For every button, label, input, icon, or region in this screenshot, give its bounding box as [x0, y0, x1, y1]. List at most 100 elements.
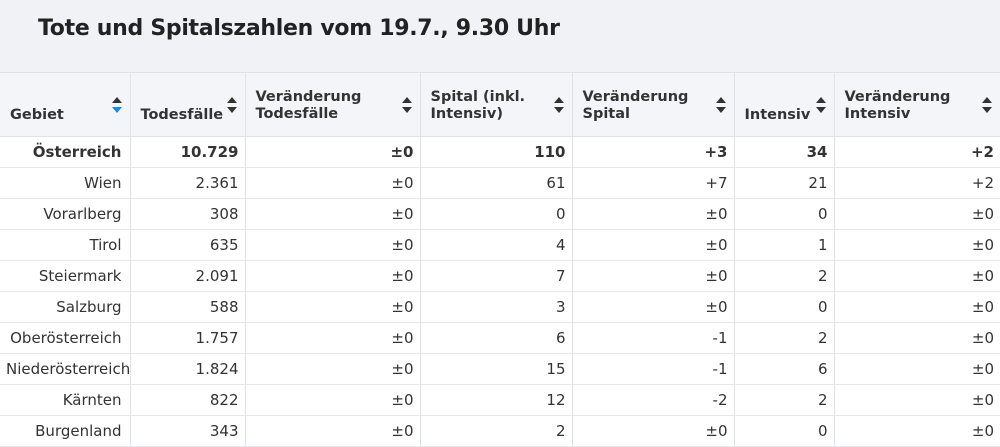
- table-cell-veraenderung-intensiv: ±0: [833, 229, 1000, 261]
- table-cell-gebiet: Salzburg: [0, 291, 130, 323]
- table-cell-veraenderung-intensiv: ±0: [833, 260, 1000, 292]
- table-cell-todesfaelle: 308: [129, 198, 245, 230]
- sort-arrows-icon[interactable]: [982, 96, 992, 114]
- table-cell-veraenderung-intensiv: ±0: [833, 384, 1000, 416]
- table-cell-spital: 7: [419, 260, 572, 292]
- column-header-gebiet[interactable]: Gebiet: [0, 72, 130, 137]
- table-cell-veraenderung-todesfaelle: ±0: [244, 198, 420, 230]
- table-cell-veraenderung-todesfaelle: ±0: [244, 322, 420, 354]
- table-cell-intensiv: 0: [733, 291, 834, 323]
- table-body: Österreich 10.729 ±0 110 +3 34 +2 Wien 2.361 ±0 61…: [0, 136, 1000, 447]
- table-cell-spital: 3: [419, 291, 572, 323]
- table-row: Vorarlberg 308 ±0 0 ±0 0 ±0: [0, 198, 1000, 230]
- table-row: Tirol 635 ±0 4 ±0 1 ±0: [0, 229, 1000, 261]
- title-bar: Tote und Spitalszahlen vom 19.7., 9.30 U…: [0, 0, 1000, 72]
- table-cell-veraenderung-todesfaelle: ±0: [244, 229, 420, 261]
- table-cell-veraenderung-intensiv: ±0: [833, 353, 1000, 385]
- table-cell-veraenderung-todesfaelle: ±0: [244, 384, 420, 416]
- table-cell-veraenderung-todesfaelle: ±0: [244, 291, 420, 323]
- column-header-label-line2: Spital: [582, 106, 630, 122]
- table-cell-spital: 61: [419, 167, 572, 199]
- table-cell-todesfaelle: 2.361: [129, 167, 245, 199]
- table-cell-veraenderung-spital: ±0: [571, 229, 734, 261]
- table-cell-intensiv: 21: [733, 167, 834, 199]
- table-cell-veraenderung-todesfaelle: ±0: [244, 415, 420, 447]
- column-header-label-line2: Todesfälle: [255, 106, 339, 122]
- table-cell-veraenderung-intensiv: ±0: [833, 322, 1000, 354]
- column-header-veraenderung-spital[interactable]: Veränderung Spital: [571, 72, 734, 137]
- table-cell-spital: 110: [419, 136, 572, 168]
- table-cell-veraenderung-spital: -1: [571, 322, 734, 354]
- table-cell-veraenderung-spital: +3: [571, 136, 734, 168]
- table-cell-veraenderung-todesfaelle: ±0: [244, 167, 420, 199]
- table-cell-todesfaelle: 822: [129, 384, 245, 416]
- table-cell-todesfaelle: 588: [129, 291, 245, 323]
- table-cell-veraenderung-spital: ±0: [571, 415, 734, 447]
- table-cell-spital: 6: [419, 322, 572, 354]
- column-header-label: Gebiet: [10, 107, 64, 123]
- table-cell-veraenderung-intensiv: ±0: [833, 291, 1000, 323]
- data-table: Gebiet Todesfälle Veränderung Todesfälle Spi…: [0, 72, 1000, 447]
- table-cell-intensiv: 2: [733, 260, 834, 292]
- table-cell-intensiv: 6: [733, 353, 834, 385]
- table-cell-spital: 2: [419, 415, 572, 447]
- table-cell-intensiv: 34: [733, 136, 834, 168]
- table-header-row: Gebiet Todesfälle Veränderung Todesfälle Spi…: [0, 72, 1000, 137]
- table-row: Österreich 10.729 ±0 110 +3 34 +2: [0, 136, 1000, 168]
- table-cell-veraenderung-todesfaelle: ±0: [244, 353, 420, 385]
- table-cell-veraenderung-spital: -1: [571, 353, 734, 385]
- table-cell-intensiv: 1: [733, 229, 834, 261]
- column-header-label: Todesfälle: [140, 107, 224, 123]
- table-cell-spital: 0: [419, 198, 572, 230]
- table-cell-gebiet: Vorarlberg: [0, 198, 130, 230]
- table-cell-gebiet: Österreich: [0, 136, 130, 168]
- sort-arrows-icon[interactable]: [715, 96, 726, 114]
- table-cell-veraenderung-todesfaelle: ±0: [244, 260, 420, 292]
- table-cell-veraenderung-spital: -2: [571, 384, 734, 416]
- sort-arrows-icon[interactable]: [553, 96, 564, 114]
- table-cell-todesfaelle: 2.091: [129, 260, 245, 292]
- table-cell-spital: 4: [419, 229, 572, 261]
- table-row: Steiermark 2.091 ±0 7 ±0 2 ±0: [0, 260, 1000, 292]
- table-cell-intensiv: 2: [733, 322, 834, 354]
- table-cell-veraenderung-intensiv: +2: [833, 167, 1000, 199]
- sort-arrows-icon[interactable]: [815, 96, 826, 114]
- table-cell-spital: 15: [419, 353, 572, 385]
- column-header-label: Veränderung: [844, 89, 951, 105]
- table-cell-intensiv: 2: [733, 384, 834, 416]
- table-cell-veraenderung-intensiv: ±0: [833, 415, 1000, 447]
- table-row: Salzburg 588 ±0 3 ±0 0 ±0: [0, 291, 1000, 323]
- column-header-veraenderung-todesfaelle[interactable]: Veränderung Todesfälle: [244, 72, 420, 137]
- sort-arrows-icon[interactable]: [401, 96, 412, 114]
- table-cell-intensiv: 0: [733, 198, 834, 230]
- sort-arrows-icon[interactable]: [111, 96, 122, 114]
- table-row: Niederösterreich 1.824 ±0 15 -1 6 ±0: [0, 353, 1000, 385]
- table-cell-veraenderung-intensiv: ±0: [833, 198, 1000, 230]
- sort-arrows-icon[interactable]: [226, 96, 237, 114]
- table-cell-gebiet: Burgenland: [0, 415, 130, 447]
- table-cell-gebiet: Oberösterreich: [0, 322, 130, 354]
- column-header-todesfaelle[interactable]: Todesfälle: [129, 72, 245, 137]
- table-cell-gebiet: Steiermark: [0, 260, 130, 292]
- table-row: Burgenland 343 ±0 2 ±0 0 ±0: [0, 415, 1000, 447]
- column-header-intensiv[interactable]: Intensiv: [733, 72, 834, 137]
- table-cell-intensiv: 0: [733, 415, 834, 447]
- column-header-label: Intensiv: [744, 107, 811, 123]
- page-title: Tote und Spitalszahlen vom 19.7., 9.30 U…: [38, 16, 560, 41]
- table-cell-veraenderung-todesfaelle: ±0: [244, 136, 420, 168]
- table-cell-todesfaelle: 1.824: [129, 353, 245, 385]
- table-cell-todesfaelle: 10.729: [129, 136, 245, 168]
- table-cell-todesfaelle: 343: [129, 415, 245, 447]
- table-cell-todesfaelle: 1.757: [129, 322, 245, 354]
- table-cell-gebiet: Kärnten: [0, 384, 130, 416]
- column-header-spital[interactable]: Spital (inkl. Intensiv): [419, 72, 572, 137]
- table-cell-veraenderung-spital: ±0: [571, 260, 734, 292]
- table-row: Kärnten 822 ±0 12 -2 2 ±0: [0, 384, 1000, 416]
- column-header-label: Spital (inkl.: [430, 89, 526, 105]
- column-header-veraenderung-intensiv[interactable]: Veränderung Intensiv: [833, 72, 1000, 137]
- table-cell-todesfaelle: 635: [129, 229, 245, 261]
- table-cell-veraenderung-spital: ±0: [571, 291, 734, 323]
- table-cell-gebiet: Tirol: [0, 229, 130, 261]
- table-cell-veraenderung-spital: +7: [571, 167, 734, 199]
- table-cell-gebiet: Niederösterreich: [0, 353, 130, 385]
